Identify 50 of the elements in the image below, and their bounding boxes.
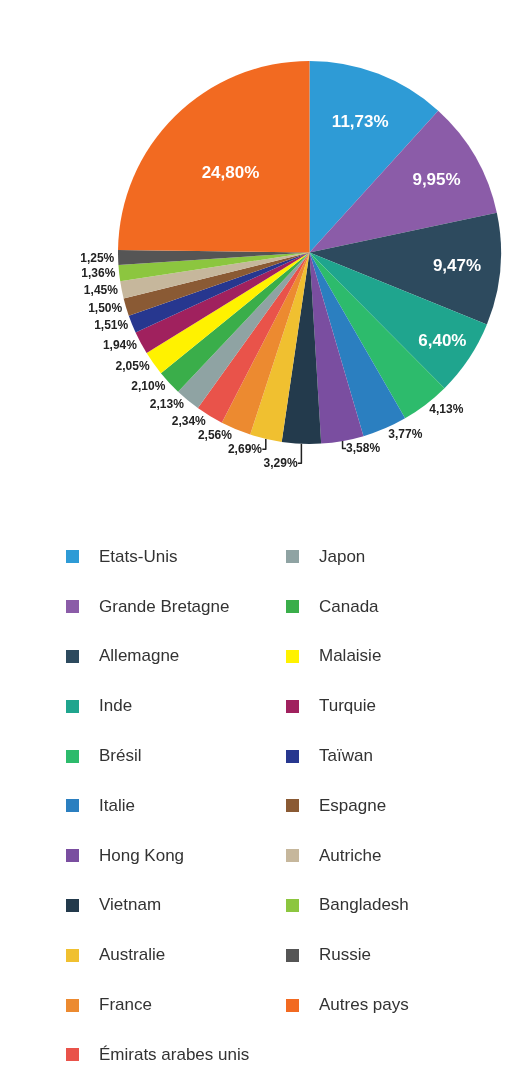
- data-label: 3,77%: [388, 427, 423, 442]
- legend-label: Etats-Unis: [99, 546, 178, 567]
- data-label: 2,05%: [115, 358, 150, 373]
- pie-slice: [309, 110, 497, 253]
- pie-slice: [135, 252, 310, 354]
- data-label: 4,13%: [429, 402, 464, 417]
- data-label: 2,34%: [171, 413, 207, 428]
- pie-slice: [118, 250, 310, 266]
- legend-label: Émirats arabes unis: [99, 1044, 250, 1065]
- data-label: 2,13%: [149, 397, 185, 412]
- data-label: 6,40%: [418, 331, 467, 351]
- legend-label: Autres pays: [319, 995, 409, 1016]
- pie-slice: [118, 60, 310, 253]
- data-label: 2,69%: [227, 442, 263, 457]
- data-label: 1,25%: [80, 250, 115, 265]
- data-label: 2,10%: [131, 378, 166, 393]
- pie-slice: [128, 252, 310, 333]
- legend-label: Japon: [319, 546, 366, 567]
- legend-label: Turquie: [319, 696, 377, 717]
- data-label: 1,94%: [102, 337, 138, 352]
- legend-label: Hong Kong: [99, 845, 185, 866]
- legend-label: Vietnam: [99, 895, 162, 916]
- data-label: 2,56%: [197, 428, 233, 443]
- legend-label: France: [99, 995, 152, 1016]
- data-label: 1,45%: [83, 283, 119, 298]
- legend-label: Autriche: [319, 845, 382, 866]
- data-label: 1,51%: [94, 318, 129, 333]
- legend-label: Bangladesh: [319, 895, 409, 916]
- legend-label: Grande Bretagne: [99, 596, 230, 617]
- data-label: 1,50%: [88, 300, 123, 315]
- legend-label: Canada: [319, 596, 379, 617]
- pie-slice: [281, 252, 322, 444]
- legend-label: Malaisie: [319, 646, 382, 667]
- legend-label: Australie: [99, 945, 166, 966]
- data-label: 3,29%: [263, 456, 298, 471]
- legend-label: Espagne: [319, 795, 387, 816]
- data-label: 1,36%: [81, 266, 116, 281]
- data-label: 3,58%: [346, 441, 381, 456]
- legend-label: Allemagne: [99, 646, 180, 667]
- legend-label: Inde: [99, 696, 133, 717]
- pie-slice: [309, 252, 487, 389]
- data-label: 24,80%: [201, 162, 260, 182]
- data-label: 9,47%: [432, 256, 482, 276]
- legend-label: Russie: [319, 945, 371, 966]
- data-label: 9,95%: [412, 170, 461, 190]
- pie-slice: [309, 212, 501, 325]
- data-label: 11,73%: [331, 111, 389, 131]
- legend-label: Brésil: [99, 746, 142, 767]
- legend-label: Taïwan: [319, 746, 373, 767]
- legend-label: Italie: [99, 795, 135, 816]
